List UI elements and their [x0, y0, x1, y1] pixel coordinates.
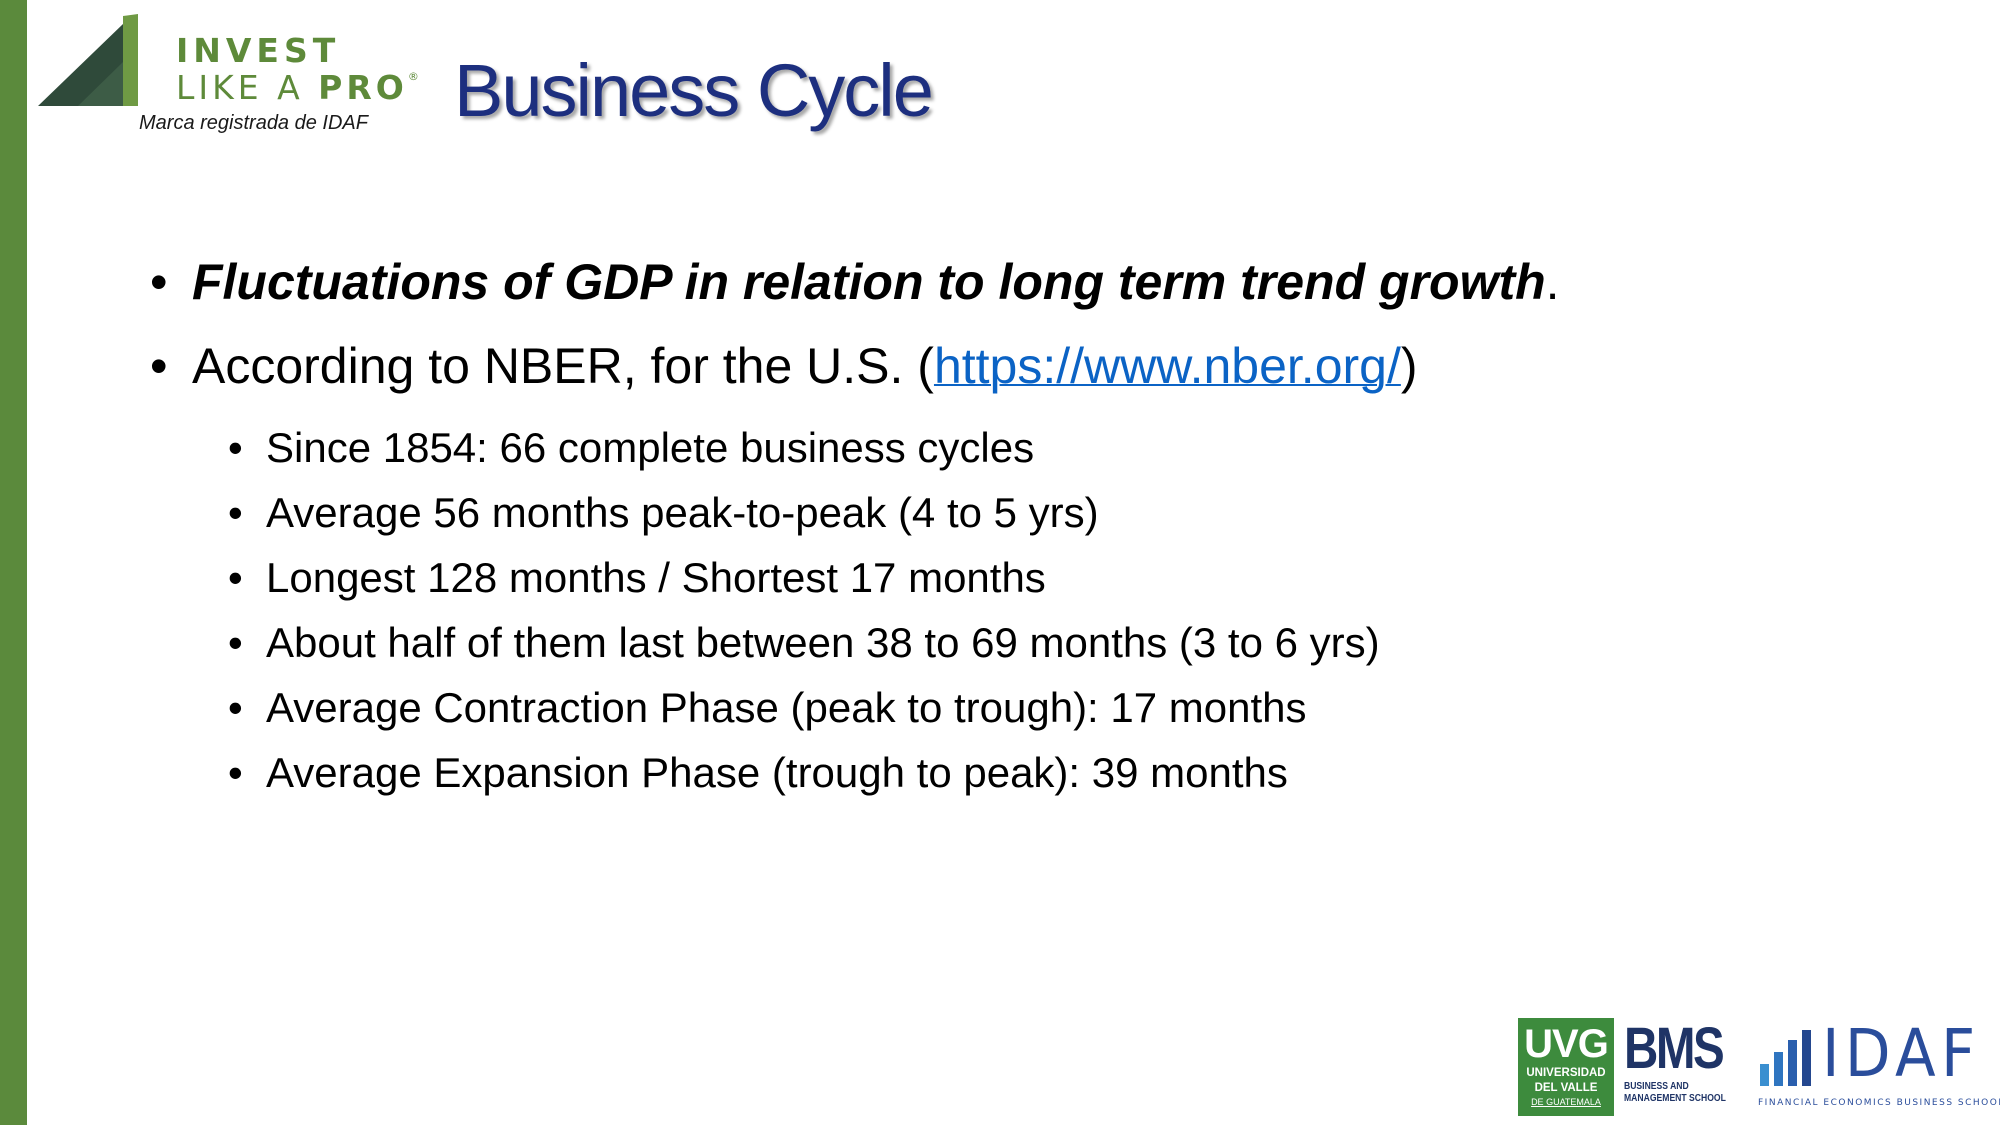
idaf-logo: IDAF FINANCIAL ECONOMICS BUSINESS SCHOOL: [1758, 1015, 2000, 1116]
left-accent-bar: [0, 0, 27, 1125]
bullet-marker: •: [150, 338, 168, 394]
logo-invest-text: INVEST: [176, 31, 341, 70]
bms-line1: BUSINESS AND: [1624, 1080, 1689, 1092]
bullet-marker: •: [228, 749, 243, 796]
bullet-gdp-text: Fluctuations of GDP in relation to long …: [192, 254, 1546, 310]
bullet-nber-close-paren: ): [1400, 338, 1418, 394]
logo-like-a-pro-text: LIKE A PRO®: [176, 71, 419, 104]
bms-logo-text: BMS: [1624, 1016, 1725, 1081]
bullet-gdp-fluctuations: • Fluctuations of GDP in relation to lon…: [150, 250, 1900, 334]
logo-registered-mark: ®: [407, 70, 419, 83]
bullet-marker: •: [150, 254, 168, 310]
sub-bullet-item: • Since 1854: 66 complete business cycle…: [150, 418, 1900, 483]
sub-bullet-text: About half of them last between 38 to 69…: [266, 619, 1380, 666]
logo-tagline: Marca registrada de IDAF: [139, 112, 368, 134]
idaf-bars-icon: [1760, 1030, 1811, 1086]
uvg-logo-text: UVG: [1524, 1022, 1609, 1066]
bullet-marker: •: [228, 489, 243, 536]
uvg-line2: DEL VALLE: [1534, 1082, 1598, 1094]
sub-bullet-text: Longest 128 months / Shortest 17 months: [266, 554, 1046, 601]
logo-like-a-text: LIKE A: [176, 68, 319, 107]
sub-bullet-item: • Average Contraction Phase (peak to tro…: [150, 678, 1900, 743]
sub-bullet-text: Average 56 months peak-to-peak (4 to 5 y…: [266, 489, 1099, 536]
bullet-marker: •: [228, 619, 243, 666]
bms-logo: BMS BUSINESS AND MANAGEMENT SCHOOL: [1624, 1018, 1744, 1116]
invest-like-a-pro-logo: INVEST LIKE A PRO® Marca registrada de I…: [38, 14, 419, 144]
uvg-line3: DE GUATEMALA: [1531, 1097, 1601, 1107]
slide-body: • Fluctuations of GDP in relation to lon…: [150, 250, 1900, 808]
bullet-marker: •: [228, 554, 243, 601]
nber-sub-bullets: • Since 1854: 66 complete business cycle…: [150, 418, 1900, 808]
sub-bullet-text: Since 1854: 66 complete business cycles: [266, 424, 1035, 471]
sub-bullet-text: Average Contraction Phase (peak to troug…: [266, 684, 1307, 731]
uvg-logo: UVG UNIVERSIDAD DEL VALLE DE GUATEMALA: [1518, 1018, 1614, 1116]
sub-bullet-item: • Average Expansion Phase (trough to pea…: [150, 743, 1900, 808]
bullet-gdp-period: .: [1545, 254, 1560, 310]
sub-bullet-item: • Longest 128 months / Shortest 17 month…: [150, 548, 1900, 613]
logo-pro-text: PRO: [318, 68, 408, 107]
idaf-logo-text: IDAF: [1822, 1015, 1981, 1092]
slide-title: Business Cycle: [454, 49, 934, 132]
bms-line2: MANAGEMENT SCHOOL: [1624, 1092, 1726, 1104]
bullet-marker: •: [228, 684, 243, 731]
sub-bullet-item: • Average 56 months peak-to-peak (4 to 5…: [150, 483, 1900, 548]
bullet-nber: • According to NBER, for the U.S. (https…: [150, 334, 1900, 418]
logo-triangle-icon: [38, 14, 138, 106]
sub-bullet-item: • About half of them last between 38 to …: [150, 613, 1900, 678]
sub-bullet-text: Average Expansion Phase (trough to peak)…: [266, 749, 1288, 796]
nber-link[interactable]: https://www.nber.org/: [933, 338, 1401, 394]
idaf-subtitle: FINANCIAL ECONOMICS BUSINESS SCHOOL: [1758, 1098, 2000, 1108]
bullet-nber-text: According to NBER, for the U.S. (: [192, 338, 934, 394]
uvg-line1: UNIVERSIDAD: [1526, 1067, 1606, 1079]
bullet-marker: •: [228, 424, 243, 471]
